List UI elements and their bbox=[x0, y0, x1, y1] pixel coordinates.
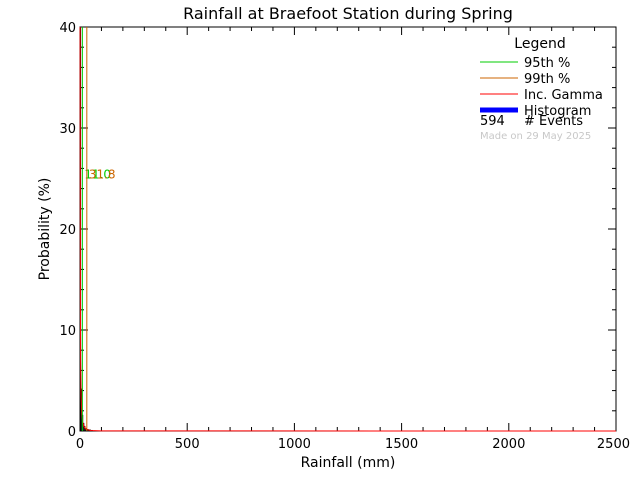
series-layer: 11.031.8 bbox=[79, 26, 617, 432]
x-tick-label: 2500 bbox=[597, 437, 630, 452]
legend-item-label: Histogram bbox=[524, 104, 591, 119]
legend-events-count: 594 bbox=[480, 114, 505, 129]
x-tick-label: 0 bbox=[76, 437, 84, 452]
x-tick-label: 500 bbox=[175, 437, 200, 452]
histogram-bar bbox=[83, 422, 85, 431]
95th-percentile-label: 11.0 bbox=[84, 167, 111, 181]
legend-events-label: # Events bbox=[524, 114, 583, 129]
x-axis-title: Rainfall (mm) bbox=[301, 455, 396, 471]
x-tick-label: 2000 bbox=[492, 437, 525, 452]
legend-item-label: 99th % bbox=[524, 72, 570, 87]
legend-title: Legend bbox=[514, 36, 565, 52]
y-tick-label: 40 bbox=[59, 21, 76, 36]
histogram-bar bbox=[84, 425, 86, 431]
y-tick-label: 30 bbox=[59, 122, 76, 137]
chart-title: Rainfall at Braefoot Station during Spri… bbox=[183, 4, 513, 23]
y-tick-label: 0 bbox=[68, 425, 76, 440]
99th-percentile-label: 31.8 bbox=[89, 167, 116, 181]
legend-item-label: 95th % bbox=[524, 56, 570, 71]
x-axis-ticks: 0 500 1000 1500 2000 2500 bbox=[76, 27, 630, 452]
y-axis-title: Probability (%) bbox=[37, 178, 53, 281]
x-tick-label: 1000 bbox=[278, 437, 311, 452]
x-tick-label: 1500 bbox=[385, 437, 418, 452]
made-on-note: Made on 29 May 2025 bbox=[480, 131, 591, 142]
legend-item-label: Inc. Gamma bbox=[524, 88, 603, 103]
y-tick-label: 20 bbox=[59, 223, 76, 238]
y-tick-label: 10 bbox=[59, 324, 76, 339]
